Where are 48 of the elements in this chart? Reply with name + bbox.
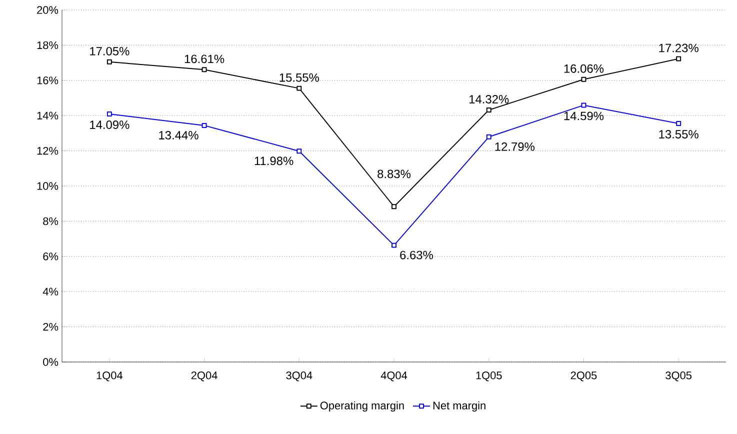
y-tick-label: 2% <box>43 322 58 331</box>
y-tick-label: 0% <box>43 358 58 366</box>
data-label: 12.79% <box>495 142 534 151</box>
data-label: 14.59% <box>564 112 604 120</box>
data-label: 13.55% <box>659 130 698 138</box>
x-tick-label: 2Q04 <box>191 372 218 382</box>
data-label: 17.23% <box>659 44 698 52</box>
y-tick-label: 8% <box>43 217 58 226</box>
data-label: 8.83% <box>378 170 411 178</box>
data-label: 13.44% <box>159 130 198 140</box>
x-tick-label: 3Q04 <box>286 372 312 382</box>
point <box>296 86 302 91</box>
data-label: 17.05% <box>90 46 130 56</box>
point <box>676 121 682 126</box>
point <box>106 112 112 117</box>
y-tick-label: 12% <box>37 146 58 155</box>
x-tick-label: 1Q05 <box>476 372 502 382</box>
y-tick-label: 4% <box>42 288 58 296</box>
legend-label: Operating margin <box>320 401 404 412</box>
data-label: 6.63% <box>400 250 433 260</box>
y-tick-label: 10% <box>37 182 58 190</box>
data-label: 16.61% <box>184 54 224 64</box>
data-label: 14.09% <box>90 120 130 129</box>
y-tick-label: 20% <box>37 6 58 14</box>
point <box>202 67 207 72</box>
y-tick-label: 16% <box>37 76 58 84</box>
point <box>106 59 112 64</box>
point <box>581 102 586 108</box>
point <box>296 148 302 154</box>
point <box>486 107 492 112</box>
point <box>581 76 586 82</box>
point <box>486 134 492 140</box>
point <box>392 204 396 210</box>
y-tick-label: 18% <box>37 41 58 50</box>
data-label: 14.32% <box>469 94 509 104</box>
data-label: 11.98% <box>254 156 294 166</box>
x-tick-label: 4Q04 <box>380 372 408 382</box>
legend-label: Net margin <box>433 401 486 412</box>
y-tick-label: 14% <box>37 112 58 120</box>
y-tick-label: 6% <box>43 252 58 260</box>
x-tick-label: 3Q05 <box>666 372 692 382</box>
point <box>676 56 682 62</box>
x-tick-label: 1Q04 <box>96 372 122 382</box>
data-label: 16.06% <box>564 64 604 73</box>
data-label: 15.55% <box>280 73 319 82</box>
point <box>202 122 207 128</box>
x-tick-label: 2Q05 <box>570 372 597 382</box>
point <box>392 242 396 248</box>
